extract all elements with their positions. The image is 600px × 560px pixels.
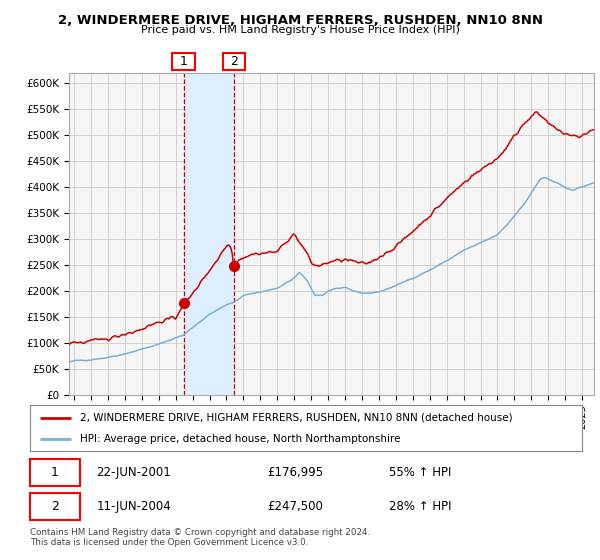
Text: 2, WINDERMERE DRIVE, HIGHAM FERRERS, RUSHDEN, NN10 8NN: 2, WINDERMERE DRIVE, HIGHAM FERRERS, RUS… [58,14,542,27]
Text: HPI: Average price, detached house, North Northamptonshire: HPI: Average price, detached house, Nort… [80,435,400,444]
Text: £176,995: £176,995 [268,466,323,479]
Text: Price paid vs. HM Land Registry's House Price Index (HPI): Price paid vs. HM Land Registry's House … [140,25,460,35]
Text: Contains HM Land Registry data © Crown copyright and database right 2024.
This d: Contains HM Land Registry data © Crown c… [30,528,370,547]
Text: 55% ↑ HPI: 55% ↑ HPI [389,466,451,479]
Text: 28% ↑ HPI: 28% ↑ HPI [389,500,451,513]
Text: 1: 1 [180,55,188,68]
Text: 2: 2 [51,500,59,513]
FancyBboxPatch shape [30,459,80,486]
Text: £247,500: £247,500 [268,500,323,513]
Text: 1: 1 [51,466,59,479]
Bar [184,73,234,395]
Text: 2: 2 [230,55,238,68]
Text: 2, WINDERMERE DRIVE, HIGHAM FERRERS, RUSHDEN, NN10 8NN (detached house): 2, WINDERMERE DRIVE, HIGHAM FERRERS, RUS… [80,413,512,423]
Text: 11-JUN-2004: 11-JUN-2004 [96,500,171,513]
FancyBboxPatch shape [30,493,80,520]
Text: 22-JUN-2001: 22-JUN-2001 [96,466,171,479]
